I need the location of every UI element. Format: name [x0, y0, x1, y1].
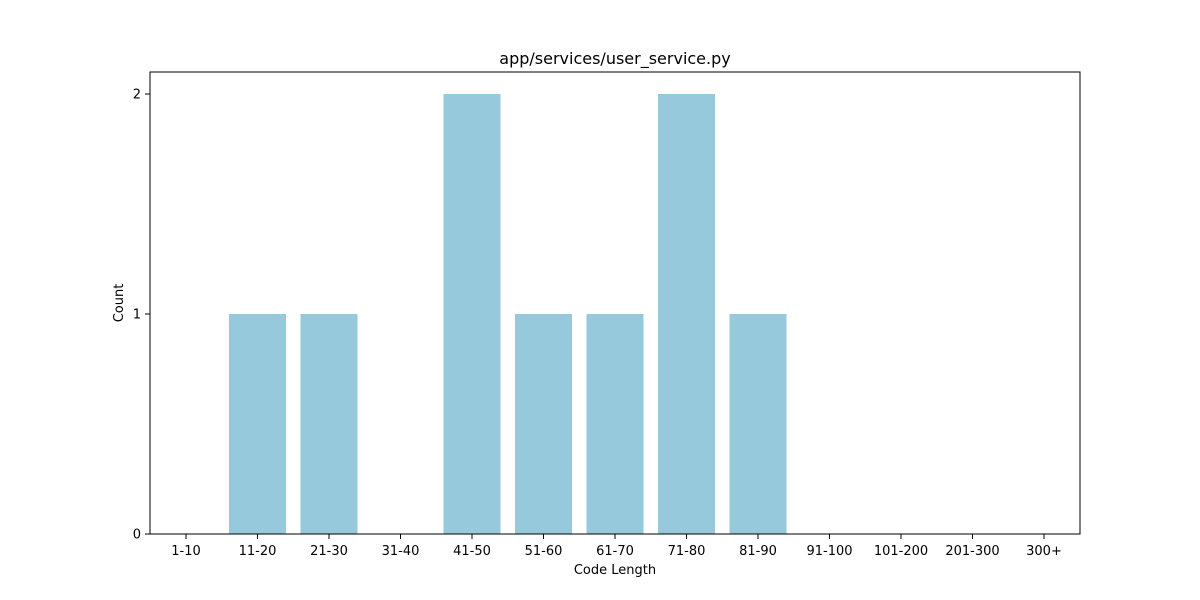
bar-71-80: [658, 94, 715, 534]
y-axis-label: Count: [112, 284, 127, 323]
x-tick-label: 101-200: [874, 544, 928, 559]
y-axis: 0 1 2: [133, 88, 150, 543]
bar-41-50: [443, 94, 501, 534]
x-axis: 1-10 11-20 21-30 31-40 41-50 51-60 61-70 71-80 8…: [171, 534, 1062, 559]
x-axis-label: Code Length: [574, 563, 656, 578]
x-tick-label: 300+: [1026, 544, 1062, 559]
x-tick-label: 61-70: [596, 544, 634, 559]
x-tick-label: 201-300: [945, 544, 999, 559]
x-tick-label: 1-10: [171, 544, 201, 559]
x-tick-label: 31-40: [382, 544, 420, 559]
x-tick-label: 41-50: [453, 544, 491, 559]
chart-title: app/services/user_service.py: [499, 49, 730, 69]
x-tick-label: 21-30: [310, 544, 348, 559]
x-tick-label: 91-100: [806, 544, 852, 559]
x-tick-label: 11-20: [239, 544, 277, 559]
x-tick-label: 71-80: [668, 544, 706, 559]
y-tick-label: 1: [133, 308, 141, 323]
bar-11-20: [229, 314, 286, 534]
bars-layer: [229, 94, 787, 534]
x-tick-label: 81-90: [739, 544, 777, 559]
bar-51-60: [515, 314, 572, 534]
y-tick-label: 0: [133, 528, 141, 543]
bar-21-30: [300, 314, 358, 534]
bar-81-90: [729, 314, 787, 534]
bar-61-70: [586, 314, 644, 534]
y-tick-label: 2: [133, 88, 141, 103]
x-tick-label: 51-60: [525, 544, 563, 559]
